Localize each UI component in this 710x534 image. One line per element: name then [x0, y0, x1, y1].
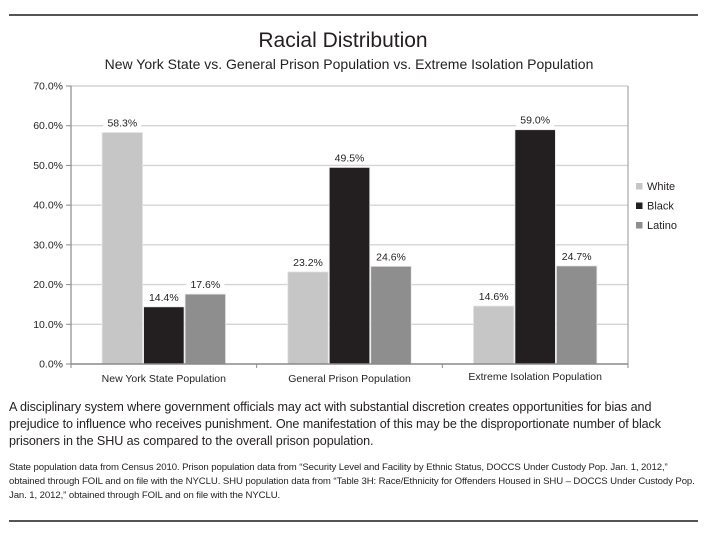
- chart-subtitle: New York State vs. General Prison Popula…: [105, 56, 594, 72]
- data-label-bg: [144, 290, 183, 304]
- bar-white: [473, 305, 515, 365]
- data-label-bg: [330, 151, 369, 165]
- bar-latino: [556, 265, 598, 365]
- legend: White Black Latino: [636, 181, 677, 232]
- data-label-bg: [103, 116, 142, 130]
- chart-title: Racial Distribution: [258, 29, 427, 52]
- legend-label: Black: [647, 201, 674, 213]
- data-label: 24.7%: [562, 251, 592, 263]
- top-rule: [9, 14, 698, 16]
- y-tick-label: 60.0%: [33, 120, 63, 132]
- data-label: 14.6%: [479, 291, 509, 303]
- data-label: 58.3%: [107, 117, 137, 129]
- y-tick-label: 10.0%: [33, 319, 63, 331]
- bar-black: [328, 167, 371, 365]
- data-label: 24.6%: [376, 251, 406, 263]
- bar-white: [101, 132, 143, 365]
- data-label: 59.0%: [520, 115, 550, 127]
- body-paragraph: A disciplinary system where government o…: [9, 400, 661, 448]
- data-label-bg: [516, 113, 555, 127]
- data-label: 49.5%: [335, 152, 365, 164]
- legend-label: Latino: [647, 220, 677, 232]
- data-label-bg: [372, 250, 410, 264]
- bar-latino: [370, 265, 412, 365]
- legend-swatch-latino: [636, 222, 643, 229]
- bottom-rule: [9, 520, 698, 522]
- bar-black: [514, 129, 556, 365]
- bar-chart: Racial Distribution New York State vs. G…: [33, 29, 677, 385]
- legend-label: White: [647, 181, 675, 193]
- y-tick-label: 30.0%: [33, 239, 63, 251]
- bars: [101, 129, 598, 365]
- y-tick-label: 70.0%: [33, 81, 63, 93]
- legend-swatch-black: [636, 202, 643, 209]
- axes: 0.0% 10.0% 20.0% 30.0% 40.0% 50.0% 60.0% 70.0% N…: [33, 81, 629, 385]
- data-labels: 58.3% 14.4% 17.6% 23.2% 49.5% 24.6% 14.6% 59.0%…: [103, 113, 596, 304]
- y-tick-label: 50.0%: [33, 160, 63, 172]
- y-tick-label: 0.0%: [39, 359, 63, 371]
- bar-black: [143, 306, 185, 365]
- data-label-bg: [474, 290, 513, 304]
- bar-white: [287, 271, 329, 365]
- x-category-label: General Prison Population: [288, 373, 411, 385]
- data-label-bg: [186, 278, 225, 292]
- y-tick-label: 40.0%: [33, 200, 63, 212]
- data-label: 17.6%: [190, 279, 220, 291]
- data-label: 14.4%: [149, 292, 179, 304]
- bar-latino: [184, 293, 226, 365]
- y-tick-label: 20.0%: [33, 279, 63, 291]
- data-label: 23.2%: [293, 257, 323, 269]
- x-category-label: New York State Population: [102, 373, 226, 385]
- data-label-bg: [557, 249, 596, 263]
- x-category-label: Extreme Isolation Population: [468, 371, 602, 383]
- legend-swatch-white: [636, 183, 643, 190]
- source-note: State population data from Census 2010. …: [9, 462, 695, 501]
- data-label-bg: [289, 255, 327, 269]
